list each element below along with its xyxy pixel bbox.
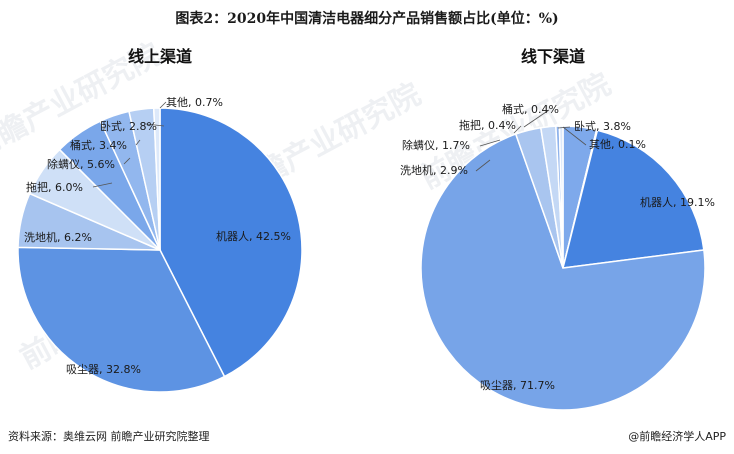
brand-text: @前瞻经济学人APP bbox=[628, 430, 726, 443]
slice-label: 其他, 0.7% bbox=[166, 96, 223, 109]
slice-label: 拖把, 0.4% bbox=[459, 118, 516, 132]
slice-label: 吸尘器, 32.8% bbox=[66, 363, 141, 376]
pie-slice bbox=[152, 107, 161, 251]
source-note: 资料来源：奥维云网 前瞻产业研究院整理 bbox=[8, 430, 210, 443]
leader-line bbox=[92, 182, 113, 188]
leader-line bbox=[159, 101, 167, 109]
chart-main-title: 图表2：2020年中国清洁电器细分产品销售额占比(单位：%) bbox=[175, 11, 559, 27]
leader-line bbox=[562, 126, 587, 146]
pie-online: 机器人, 42.5% 吸尘器, 32.8% 洗地机, 6.2% 拖把, 6.0% 除螨仪… bbox=[17, 96, 303, 393]
leader-line bbox=[479, 139, 501, 147]
leader-line bbox=[513, 125, 522, 134]
slice-label: 吸尘器, 71.7% bbox=[480, 379, 555, 392]
slice-label: 其他, 0.1% bbox=[589, 138, 646, 151]
slice-label: 卧式, 2.8% bbox=[100, 120, 157, 133]
slice-label: 卧式, 3.8% bbox=[574, 120, 631, 133]
pie-slice bbox=[562, 129, 705, 269]
slice-label: 拖把, 6.0% bbox=[26, 180, 83, 194]
slice-label: 除螨仪, 1.7% bbox=[402, 138, 470, 152]
slice-label: 除螨仪, 5.6% bbox=[47, 157, 115, 171]
leader-line bbox=[523, 109, 550, 128]
pie-slice bbox=[558, 125, 564, 269]
leader-line bbox=[135, 139, 141, 146]
slice-label: 机器人, 42.5% bbox=[216, 229, 291, 243]
slice-label: 机器人, 19.1% bbox=[640, 195, 715, 209]
pie-title-online: 线上渠道 bbox=[128, 47, 192, 66]
leader-line bbox=[475, 159, 491, 172]
slice-label: 洗地机, 6.2% bbox=[24, 230, 92, 244]
leader-line bbox=[145, 123, 165, 127]
pie-title-offline: 线下渠道 bbox=[521, 47, 585, 66]
slice-label: 桶式, 3.4% bbox=[70, 138, 127, 152]
pie-slice bbox=[159, 107, 303, 378]
pie-slice bbox=[17, 246, 226, 393]
pie-offline: 卧式, 3.8% 其他, 0.1% 机器人, 19.1% 吸尘器, 71.7% 洗地机,… bbox=[400, 102, 715, 411]
slice-label: 洗地机, 2.9% bbox=[400, 163, 468, 177]
brand-credit: @前瞻经济学人APP bbox=[626, 428, 726, 444]
leader-line bbox=[123, 157, 131, 165]
slice-label: 桶式, 0.4% bbox=[502, 102, 559, 116]
pie-slice bbox=[420, 133, 706, 411]
